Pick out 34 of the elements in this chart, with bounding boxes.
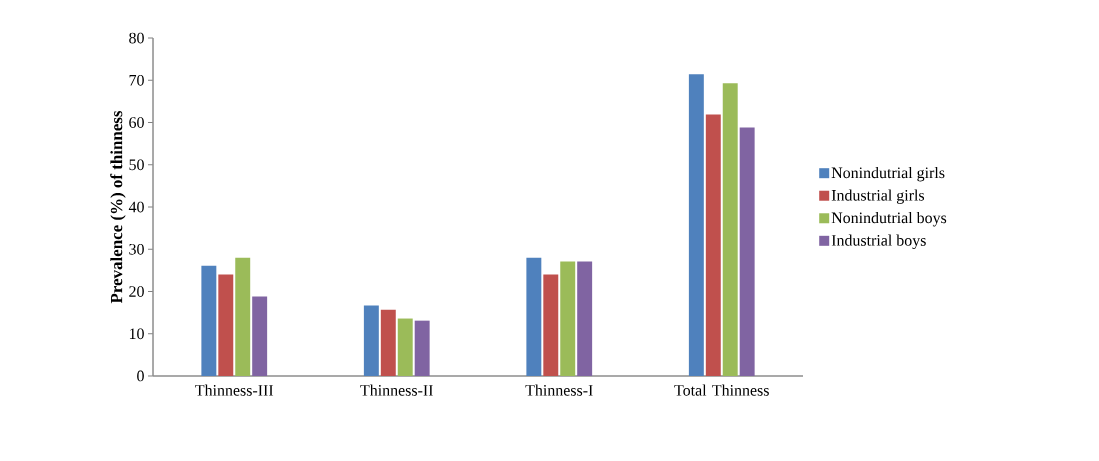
x-tick-label: Thinness-III — [195, 384, 274, 396]
legend-label: Industrial girls — [831, 189, 925, 204]
bar — [201, 265, 217, 376]
legend-label: Nonindutrial boys — [831, 211, 947, 227]
x-tick-label: Thinness-II — [360, 384, 433, 396]
legend-label: Industrial boys — [831, 234, 926, 250]
y-tick-label: 0 — [137, 370, 144, 382]
legend-label: Nonindutrial girls — [831, 166, 945, 182]
bar — [218, 274, 234, 376]
x-tick-label: Total Thinness — [674, 384, 769, 396]
bar — [235, 257, 251, 376]
y-tick-label: 40 — [128, 201, 144, 213]
y-tick-label: 30 — [129, 243, 144, 255]
bar — [380, 309, 396, 376]
y-tick-label: 80 — [129, 32, 144, 44]
bar — [705, 114, 721, 376]
x-tick-label: Thinness-I — [525, 384, 593, 396]
bar — [363, 305, 379, 376]
y-tick-label: 70 — [129, 74, 144, 86]
bar — [543, 274, 559, 376]
bar — [688, 74, 704, 376]
bar — [397, 318, 413, 376]
bar — [739, 127, 755, 376]
bar — [560, 261, 576, 376]
bar — [414, 320, 430, 376]
y-tick-label: 60 — [129, 117, 144, 128]
bar — [252, 296, 268, 376]
bar — [722, 83, 738, 376]
y-tick-label: 10 — [129, 328, 144, 340]
bar — [526, 257, 542, 376]
y-axis-title: Prevalence (%) of thinness — [110, 110, 126, 304]
y-tick-label: 50 — [129, 159, 144, 171]
bar — [577, 261, 593, 376]
y-tick-label: 20 — [129, 286, 144, 297]
